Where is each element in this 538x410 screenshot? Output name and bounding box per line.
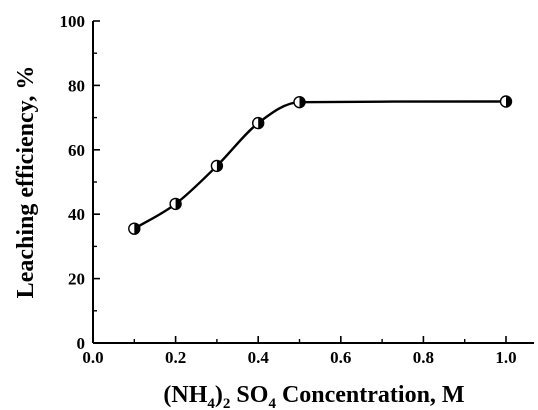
data-point-outline bbox=[499, 95, 513, 108]
plot-frame bbox=[92, 21, 534, 344]
data-point bbox=[293, 95, 306, 109]
ticks bbox=[92, 20, 507, 344]
data-markers bbox=[128, 95, 513, 235]
x-title-part: ) bbox=[215, 382, 223, 408]
x-title-sub: 4 bbox=[207, 396, 215, 410]
x-tick-label: 0.8 bbox=[413, 348, 434, 367]
data-point bbox=[499, 95, 513, 108]
y-axis-title: Leaching efficiency, % bbox=[13, 66, 39, 299]
x-axis-title: (NH4)2 SO4 Concentration, M bbox=[163, 382, 464, 410]
y-tick-label: 100 bbox=[60, 12, 86, 31]
y-tick-label: 20 bbox=[68, 270, 85, 289]
x-tick-label: 0.2 bbox=[165, 348, 186, 367]
x-tick-label: 0.0 bbox=[82, 348, 103, 367]
y-tick-label: 0 bbox=[77, 334, 86, 353]
data-point-outline bbox=[169, 197, 182, 211]
data-point-outline bbox=[128, 222, 141, 235]
x-tick-label: 0.4 bbox=[248, 348, 270, 367]
data-point bbox=[169, 197, 182, 211]
y-tick-label: 60 bbox=[68, 141, 85, 160]
x-title-part: SO bbox=[230, 382, 268, 408]
y-tick-label: 80 bbox=[68, 76, 85, 95]
x-title-part: Concentration, M bbox=[276, 382, 465, 408]
data-point bbox=[128, 222, 141, 235]
x-title-sub: 4 bbox=[268, 396, 276, 410]
tick-labels: 0.0 0.2 0.4 0.6 0.8 1.0 0 20 40 60 80 100 bbox=[60, 12, 517, 367]
x-tick-label: 0.6 bbox=[330, 348, 351, 367]
data-point-outline bbox=[293, 95, 306, 109]
data-point bbox=[252, 116, 265, 130]
x-title-sub: 2 bbox=[223, 396, 231, 410]
data-point-outline bbox=[210, 159, 224, 173]
x-title-part: (NH bbox=[163, 382, 207, 408]
x-tick-label: 1.0 bbox=[495, 348, 516, 367]
data-point bbox=[210, 159, 224, 173]
y-tick-label: 40 bbox=[68, 205, 85, 224]
data-point-outline bbox=[252, 116, 265, 130]
fit-curve bbox=[133, 100, 507, 230]
